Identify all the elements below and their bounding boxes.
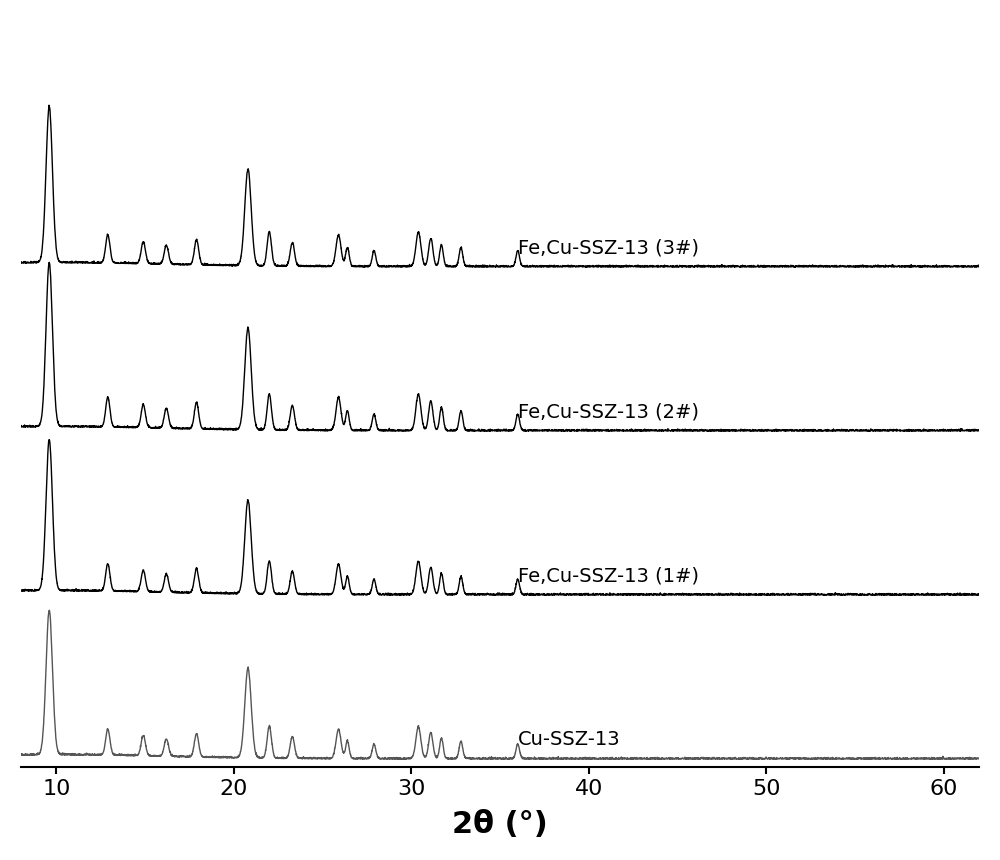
Text: Fe,Cu-SSZ-13 (2#): Fe,Cu-SSZ-13 (2#)	[518, 402, 699, 421]
X-axis label: 2θ (°): 2θ (°)	[452, 810, 548, 839]
Text: Fe,Cu-SSZ-13 (3#): Fe,Cu-SSZ-13 (3#)	[518, 238, 699, 257]
Text: Fe,Cu-SSZ-13 (1#): Fe,Cu-SSZ-13 (1#)	[518, 566, 699, 585]
Text: Cu-SSZ-13: Cu-SSZ-13	[518, 730, 620, 749]
